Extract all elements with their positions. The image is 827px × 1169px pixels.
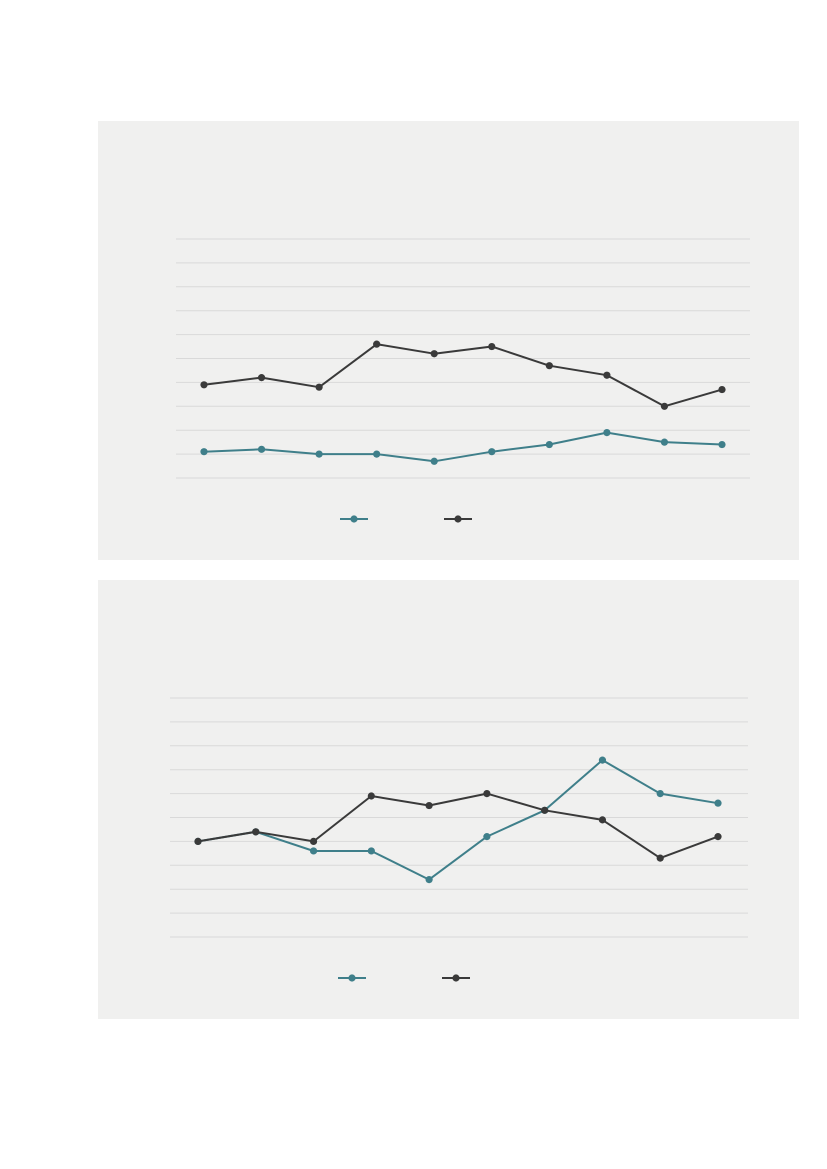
data-point [660,438,669,446]
data-point [488,448,496,456]
legend-marker [452,974,460,982]
data-point [483,833,491,841]
data-point [545,362,553,370]
data-point [309,847,318,855]
data-point [714,833,722,841]
legend-key-1 [340,515,368,523]
data-point [257,445,266,453]
data-point [425,801,433,810]
series-line-2 [197,792,719,860]
data-point [252,828,260,836]
data-point [718,440,726,449]
data-point [315,450,323,458]
data-point [373,450,381,458]
line-chart-top [176,238,750,523]
data-point [315,383,323,391]
data-point [656,854,664,862]
data-point [425,876,433,884]
data-point [200,381,208,389]
chart-panel-top [98,121,799,560]
data-point [194,837,202,845]
data-point [714,799,722,807]
legend-key-2 [442,974,470,982]
series-line-1 [203,431,723,463]
legend-marker [350,515,358,523]
data-point [603,428,611,437]
data-point [257,374,266,382]
line-chart-bottom [170,697,748,982]
data-point [598,756,607,764]
legend-key-2 [444,515,472,523]
data-point [541,806,549,814]
series-line-2 [203,343,723,408]
data-point [367,792,375,800]
legend-key-1 [338,974,366,982]
chart-panel-bottom [98,580,799,1019]
data-point [200,448,208,456]
data-point [367,847,375,855]
data-point [660,402,669,410]
data-point [598,816,607,824]
data-point [656,790,664,798]
data-point [430,457,438,465]
legend-marker [454,515,462,523]
data-point [309,837,318,845]
data-point [488,342,496,351]
data-point [430,350,438,358]
data-point [373,340,381,348]
data-point [483,790,491,798]
series-line-1 [197,759,719,881]
data-point [718,385,726,394]
legend-marker [348,974,356,982]
data-point [545,440,553,449]
data-point [603,371,611,379]
